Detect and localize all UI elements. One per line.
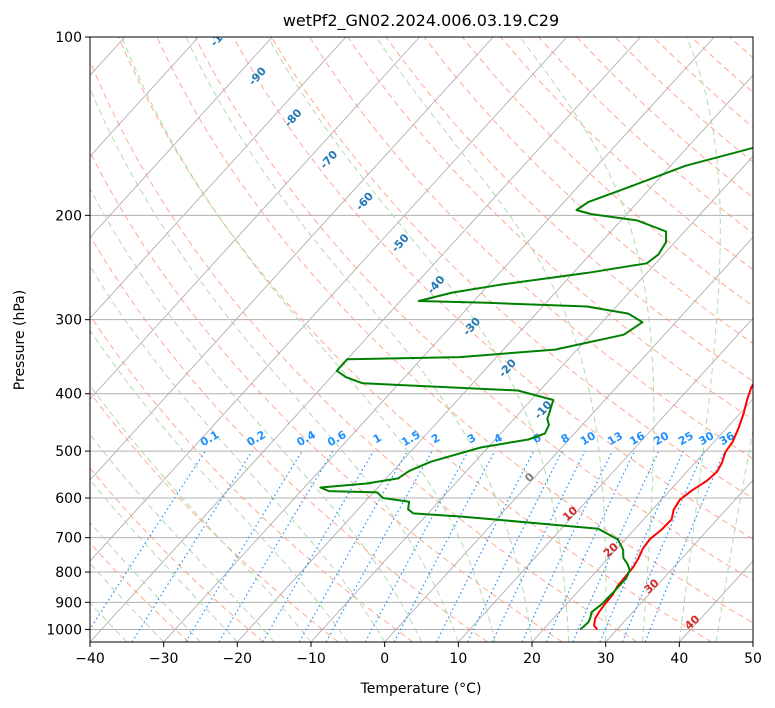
dry-adiabats xyxy=(90,37,753,642)
mixing-ratio-line xyxy=(262,450,375,642)
x-tick-label: 30 xyxy=(597,651,615,667)
moist-adiabat xyxy=(90,265,386,642)
isotherm-line xyxy=(237,74,753,642)
moist-adiabat xyxy=(519,37,655,642)
isotherm-line xyxy=(384,236,753,642)
y-tick-label: 500 xyxy=(55,444,82,460)
isotherm-line xyxy=(90,37,641,642)
dry-adiabat xyxy=(194,37,753,582)
y-tick-label: 100 xyxy=(55,30,82,46)
isotherm-line xyxy=(90,37,568,562)
moist-adiabat xyxy=(90,384,312,642)
plot-frame xyxy=(89,36,754,643)
mixing-ratio-line xyxy=(393,450,496,642)
dry-adiabat xyxy=(309,37,753,460)
mixing-ratio-line xyxy=(491,450,586,642)
grid-layer xyxy=(90,37,753,642)
isotherm-line xyxy=(90,37,494,481)
y-axis-label: Pressure (hPa) xyxy=(12,290,28,390)
moist-adiabat xyxy=(90,329,349,642)
y-tick-label: 400 xyxy=(55,387,82,403)
y-tick-label: 800 xyxy=(55,565,82,581)
y-tick-label: 200 xyxy=(55,208,82,224)
x-tick-label: 40 xyxy=(670,651,688,667)
dry-adiabat xyxy=(156,37,753,624)
dry-adiabat xyxy=(347,37,753,421)
dry-adiabat xyxy=(90,150,563,642)
moist-adiabat xyxy=(715,428,753,642)
dry-adiabat xyxy=(118,37,712,642)
x-tick-label: −20 xyxy=(223,651,253,667)
isotherm-line xyxy=(90,37,199,157)
isotherm-line xyxy=(163,37,715,642)
dry-adiabat xyxy=(232,37,753,540)
chart-title: wetPf2_GN02.2024.006.03.19.C29 xyxy=(283,11,559,31)
y-tick-label: 300 xyxy=(55,313,82,329)
x-axis-label: Temperature (°C) xyxy=(360,681,482,697)
isotherm-line xyxy=(90,37,347,319)
mixing-ratio-line xyxy=(466,450,563,642)
x-axis: −40 −30 −20 −10 0 10 20 30 40 50 xyxy=(75,642,762,667)
isotherm-line xyxy=(458,317,753,642)
isotherm-line xyxy=(605,479,753,642)
dry-adiabat xyxy=(270,37,753,500)
dry-adiabat xyxy=(385,37,753,382)
dry-adiabat xyxy=(90,542,190,642)
x-tick-label: 50 xyxy=(744,651,762,667)
sounding-series xyxy=(319,146,753,631)
x-tick-label: −40 xyxy=(75,651,105,667)
x-tick-label: 10 xyxy=(449,651,467,667)
y-tick-label: 600 xyxy=(55,491,82,507)
mixing-ratio-line xyxy=(218,450,334,642)
moist-adiabat xyxy=(121,37,496,642)
moist-adiabat xyxy=(90,86,459,642)
mixing-ratio-line xyxy=(131,450,253,642)
isotherm-line xyxy=(531,398,753,642)
x-tick-label: 20 xyxy=(523,651,541,667)
x-tick-label: −30 xyxy=(149,651,179,667)
mixing-ratio-line xyxy=(521,450,613,642)
mixing-ratio-line xyxy=(364,450,469,642)
y-tick-label: 900 xyxy=(55,595,82,611)
x-tick-label: 0 xyxy=(380,651,389,667)
isotherm-line xyxy=(310,155,753,642)
y-axis: 100 200 300 400 500 600 700 800 900 1000 xyxy=(46,30,90,638)
mixing-ratio-lines xyxy=(90,450,726,642)
sounding-line xyxy=(319,146,753,631)
moist-adiabat xyxy=(678,37,721,642)
mixing-ratio-line xyxy=(545,450,635,642)
moist-adiabat xyxy=(267,37,570,642)
mixing-ratio-line xyxy=(90,450,206,631)
isotherm-line xyxy=(90,37,273,238)
isotherm-line xyxy=(90,37,420,400)
dry-adiabat xyxy=(90,59,638,642)
y-tick-label: 1000 xyxy=(46,622,82,638)
moist-adiabat xyxy=(90,187,422,642)
moist-adiabat xyxy=(185,37,533,642)
mixing-ratio-line xyxy=(185,450,303,642)
dry-adiabat xyxy=(90,467,264,642)
moist-adiabats xyxy=(90,37,753,642)
y-tick-label: 700 xyxy=(55,531,82,547)
dry-adiabat xyxy=(90,234,488,642)
sounding-line xyxy=(593,382,753,631)
x-tick-label: −10 xyxy=(296,651,326,667)
